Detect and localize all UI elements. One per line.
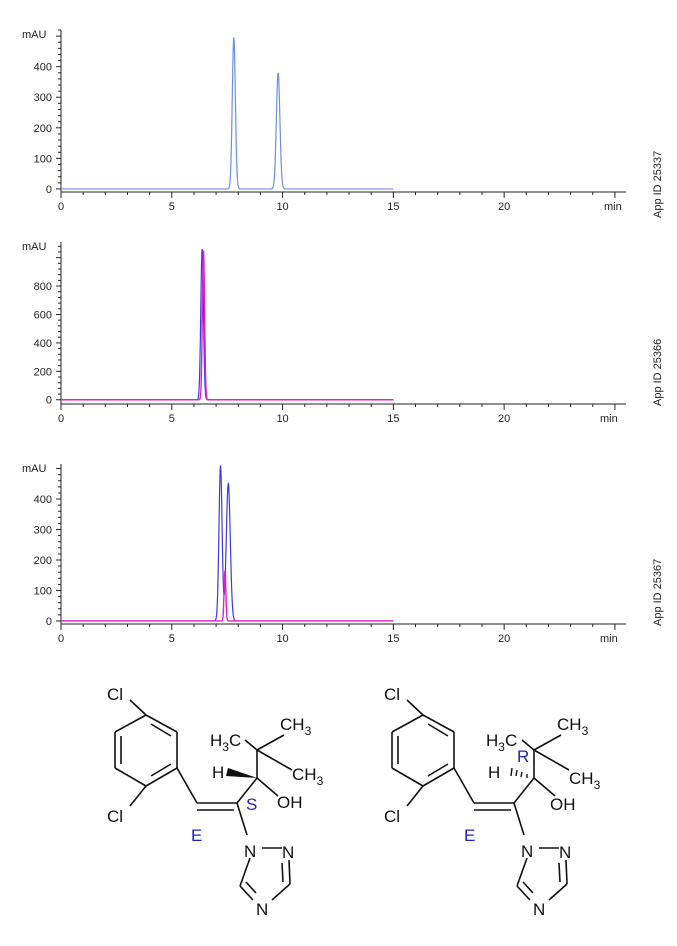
chlorine-atom: Cl <box>107 807 123 826</box>
y-ticks: 0 200 400 600 800 <box>34 245 61 407</box>
y-unit-label: mAU <box>22 241 47 253</box>
x-unit-label: min <box>600 413 618 425</box>
y-tick-label: 100 <box>34 585 52 597</box>
nitrogen-atom: N <box>559 843 571 862</box>
chlorine-atom: Cl <box>384 807 400 826</box>
x-tick-label: 15 <box>387 633 399 645</box>
x-tick-label: 10 <box>276 633 288 645</box>
series-line <box>61 570 394 622</box>
methyl-group: H3C <box>210 731 241 754</box>
geometry-descriptor: E <box>191 826 202 845</box>
methyl-group: CH3 <box>280 715 312 738</box>
app-id-label: App ID 25367 <box>652 559 664 626</box>
x-tick-label: 15 <box>387 201 399 213</box>
x-tick-label: 5 <box>169 633 175 645</box>
y-tick-label: 800 <box>34 281 52 293</box>
chlorine-atom: Cl <box>384 685 400 704</box>
structure-s-enantiomer: Cl Cl H3C CH3 CH3 H OH S E N N N <box>107 685 324 919</box>
y-ticks: 0 100 200 300 400 <box>34 468 61 628</box>
y-tick-label: 400 <box>34 338 52 350</box>
x-tick-label: 20 <box>498 413 510 425</box>
nitrogen-atom: N <box>533 900 545 919</box>
y-unit-label: mAU <box>22 463 47 475</box>
y-tick-label: 0 <box>46 184 52 196</box>
geometry-descriptor: E <box>464 826 475 845</box>
stereo-descriptor: R <box>517 747 529 766</box>
x-unit-label: min <box>600 633 618 645</box>
chlorine-atom: Cl <box>107 685 123 704</box>
x-tick-label: 0 <box>58 633 64 645</box>
x-tick-label: 10 <box>276 201 288 213</box>
y-tick-label: 0 <box>46 395 52 407</box>
y-tick-label: 100 <box>34 153 52 165</box>
x-ticks: 0 5 10 15 20 <box>58 404 616 425</box>
traces <box>61 37 394 190</box>
chromatogram-1: mAU 0 100 200 300 400 0 5 10 15 20 min App ID 25… <box>22 29 664 218</box>
x-tick-label: 5 <box>169 413 175 425</box>
hydroxyl-group: OH <box>550 795 576 814</box>
nitrogen-atom: N <box>244 842 256 861</box>
x-tick-label: 20 <box>498 633 510 645</box>
app-id-label: App ID 25337 <box>652 151 664 218</box>
traces <box>61 249 394 401</box>
wedge-bond <box>226 768 257 778</box>
hydrogen-atom: H <box>212 763 224 782</box>
stereo-descriptor: S <box>246 795 257 814</box>
series-line <box>61 250 394 401</box>
series-line <box>61 465 394 622</box>
x-unit-label: min <box>604 201 622 213</box>
y-tick-label: 200 <box>34 555 52 567</box>
y-ticks: 0 100 200 300 400 <box>34 29 61 196</box>
methyl-group: H3C <box>486 731 517 754</box>
x-tick-label: 5 <box>169 201 175 213</box>
nitrogen-atom: N <box>256 900 268 919</box>
x-tick-label: 20 <box>498 201 510 213</box>
structure-r-enantiomer: Cl Cl H3C CH3 CH3 H OH R E N N N <box>384 685 601 919</box>
y-tick-label: 200 <box>34 366 52 378</box>
x-tick-label: 0 <box>58 413 64 425</box>
methyl-group: CH3 <box>569 769 601 792</box>
hydroxyl-group: OH <box>277 793 303 812</box>
series-line <box>61 37 394 190</box>
nitrogen-atom: N <box>282 843 294 862</box>
y-tick-label: 200 <box>34 123 52 135</box>
y-tick-label: 300 <box>34 525 52 537</box>
x-ticks: 0 5 10 15 20 <box>58 624 616 645</box>
chromatogram-2: mAU 0 200 400 600 800 0 5 10 15 20 min App ID 25… <box>22 241 664 425</box>
methyl-group: CH3 <box>557 715 589 738</box>
methyl-group: CH3 <box>292 765 324 788</box>
app-id-label: App ID 25366 <box>652 339 664 406</box>
y-tick-label: 0 <box>46 616 52 628</box>
y-tick-label: 400 <box>34 62 52 74</box>
x-tick-label: 0 <box>58 201 64 213</box>
x-ticks: 0 5 10 15 20 <box>58 192 616 213</box>
hash-bond <box>510 767 528 778</box>
y-tick-label: 600 <box>34 309 52 321</box>
series-line <box>61 249 394 401</box>
hydrogen-atom: H <box>488 763 500 782</box>
y-tick-label: 400 <box>34 494 52 506</box>
traces <box>61 465 394 622</box>
nitrogen-atom: N <box>521 842 533 861</box>
y-tick-label: 300 <box>34 92 52 104</box>
chromatogram-3: mAU 0 100 200 300 400 0 5 10 15 20 min App ID 25… <box>22 463 664 645</box>
x-tick-label: 10 <box>276 413 288 425</box>
x-tick-label: 15 <box>387 413 399 425</box>
y-unit-label: mAU <box>22 29 47 41</box>
